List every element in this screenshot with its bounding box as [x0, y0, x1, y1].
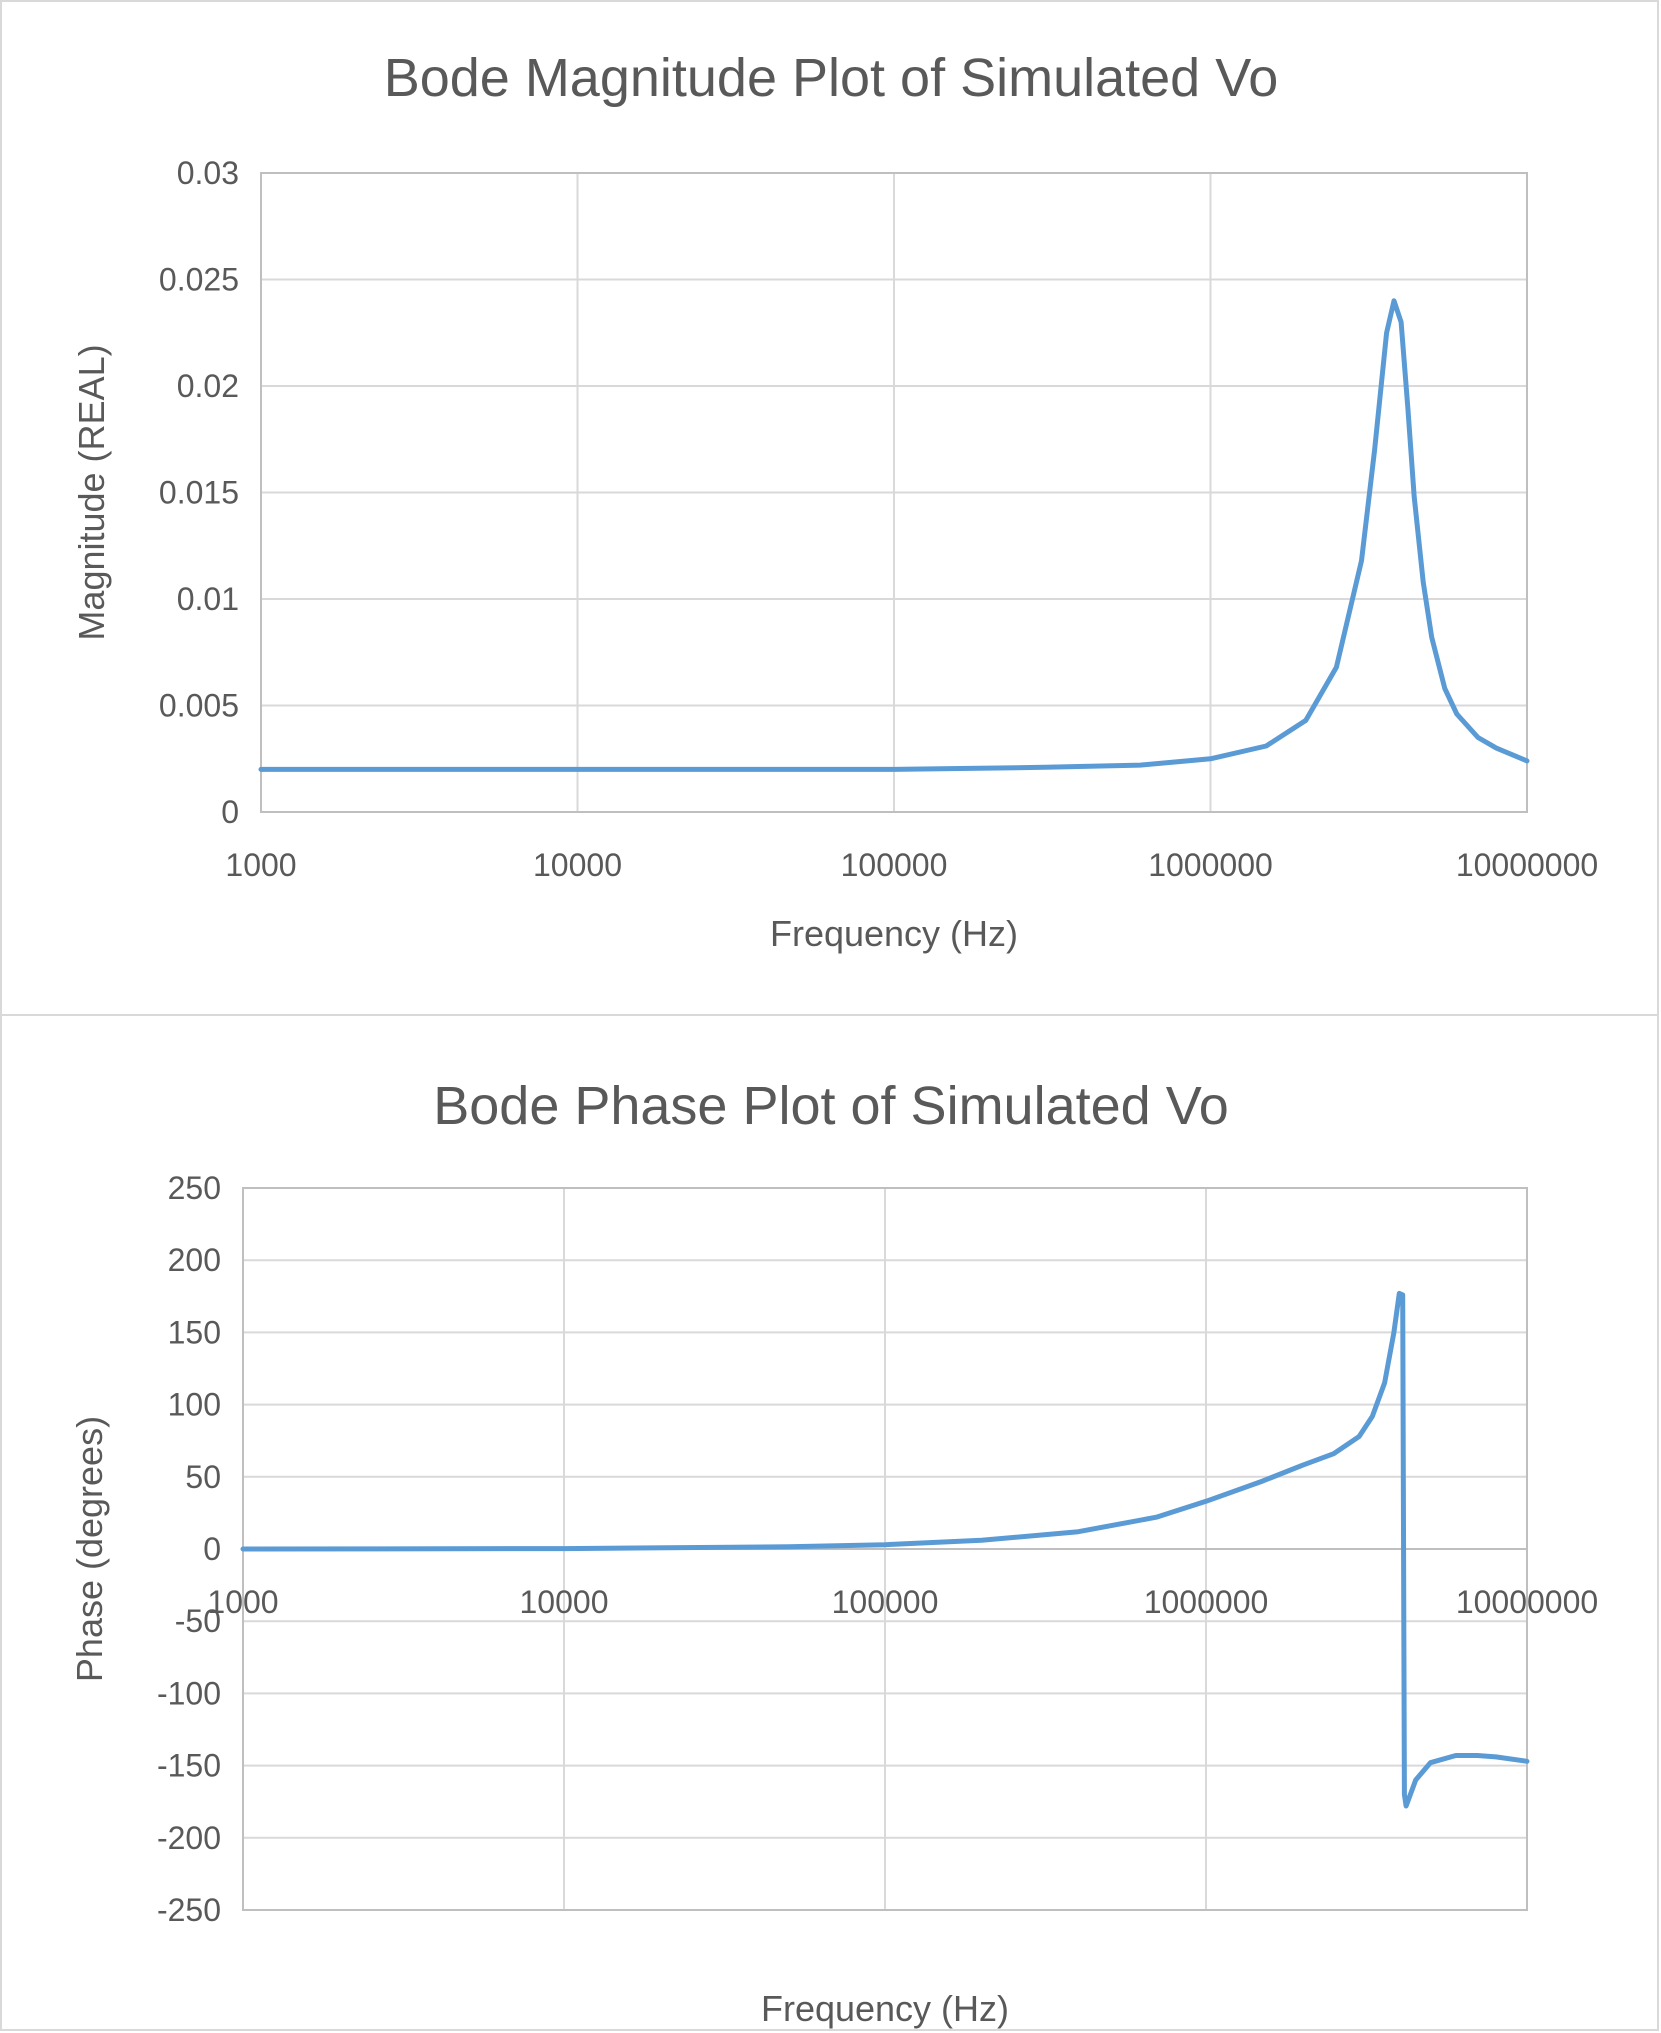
y-tick-label: 0.03 [177, 155, 239, 191]
x-tick-label: 10000000 [1456, 1584, 1598, 1620]
chart-title: Bode Magnitude Plot of Simulated Vo [384, 48, 1279, 108]
x-tick-label: 1000 [225, 847, 296, 883]
x-axis-label: Frequency (Hz) [761, 1988, 1009, 2029]
y-axis-label: Phase (degrees) [69, 1416, 110, 1682]
y-tick-label: -50 [175, 1603, 221, 1639]
x-tick-label: 100000 [832, 1584, 939, 1620]
magnitude-chart: Bode Magnitude Plot of Simulated Vo 0 0.00… [71, 48, 1598, 954]
y-tick-label: 0.025 [159, 262, 239, 298]
x-tick-label: 10000 [533, 847, 622, 883]
y-tick-label: 100 [168, 1387, 221, 1423]
chart-title: Bode Phase Plot of Simulated Vo [433, 1076, 1229, 1136]
y-tick-label: -100 [157, 1675, 221, 1711]
x-tick-label: 10000000 [1456, 847, 1598, 883]
x-tick-label: 1000 [207, 1584, 278, 1620]
y-tick-label: 0 [221, 794, 239, 830]
magnitude-chart-panel: Bode Magnitude Plot of Simulated Vo 0 0.00… [0, 0, 1659, 1016]
y-tick-label: 200 [168, 1242, 221, 1278]
x-axis-label: Frequency (Hz) [770, 913, 1018, 954]
x-tick-label: 1000000 [1148, 847, 1273, 883]
series-line [258, 298, 1530, 772]
phase-chart: Bode Phase Plot of Simulated Vo -250 -200 -… [69, 1076, 1598, 2029]
y-axis-label: Magnitude (REAL) [71, 344, 112, 640]
x-tick-label: 100000 [841, 847, 948, 883]
x-tick-label: 1000000 [1144, 1584, 1269, 1620]
phase-chart-panel: Bode Phase Plot of Simulated Vo -250 -200 -… [0, 1014, 1659, 2031]
y-tick-label: -150 [157, 1748, 221, 1784]
y-tick-label: 0 [203, 1531, 221, 1567]
x-tick-label: 10000 [520, 1584, 609, 1620]
y-tick-label: 0.015 [159, 475, 239, 511]
y-tick-label: 0.005 [159, 688, 239, 724]
y-tick-label: 250 [168, 1170, 221, 1206]
y-tick-label: 50 [185, 1459, 221, 1495]
y-tick-label: 150 [168, 1314, 221, 1350]
series-line [240, 1290, 1530, 1809]
y-tick-label: -250 [157, 1892, 221, 1928]
y-tick-label: 0.01 [177, 581, 239, 617]
y-tick-label: 0.02 [177, 368, 239, 404]
y-tick-label: -200 [157, 1820, 221, 1856]
